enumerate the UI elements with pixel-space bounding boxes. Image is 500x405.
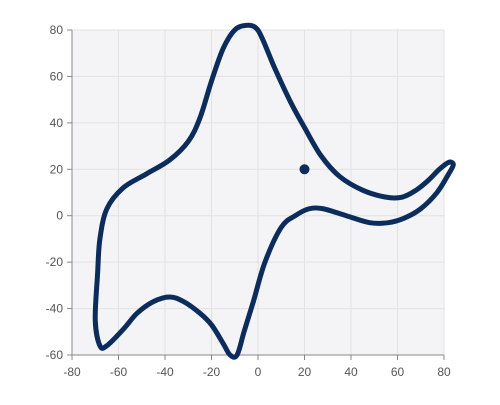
y-tick-labels: 80 60 40 20 0 -20 -40 -60: [46, 23, 64, 362]
y-tick-label: 80: [50, 23, 64, 37]
series-line-1: [92, 22, 456, 360]
x-tick-label: 40: [344, 365, 358, 379]
x-tick-label: -40: [156, 365, 174, 379]
y-tick-label: 20: [50, 162, 64, 176]
x-tick-label: 60: [391, 365, 405, 379]
y-tick-label: -60: [46, 348, 64, 362]
x-tick-labels: -80 -60 -40 -20 0 20 40 60 80: [63, 365, 451, 379]
x-tick-label: -20: [203, 365, 221, 379]
y-tick-label: 60: [50, 69, 64, 83]
y-tick-label: 40: [50, 116, 64, 130]
y-tick-label: -40: [46, 302, 64, 316]
x-tick-label: -60: [110, 365, 128, 379]
y-tick-label: -20: [46, 255, 64, 269]
series-layer: [92, 22, 456, 360]
y-tick-label: 0: [56, 209, 63, 223]
x-tick-label: 20: [298, 365, 312, 379]
axis-layer: [67, 29, 445, 360]
x-tick-label: -80: [63, 365, 81, 379]
series-marker-point: [299, 164, 310, 175]
x-tick-label: 0: [255, 365, 262, 379]
x-tick-label: 80: [437, 365, 451, 379]
